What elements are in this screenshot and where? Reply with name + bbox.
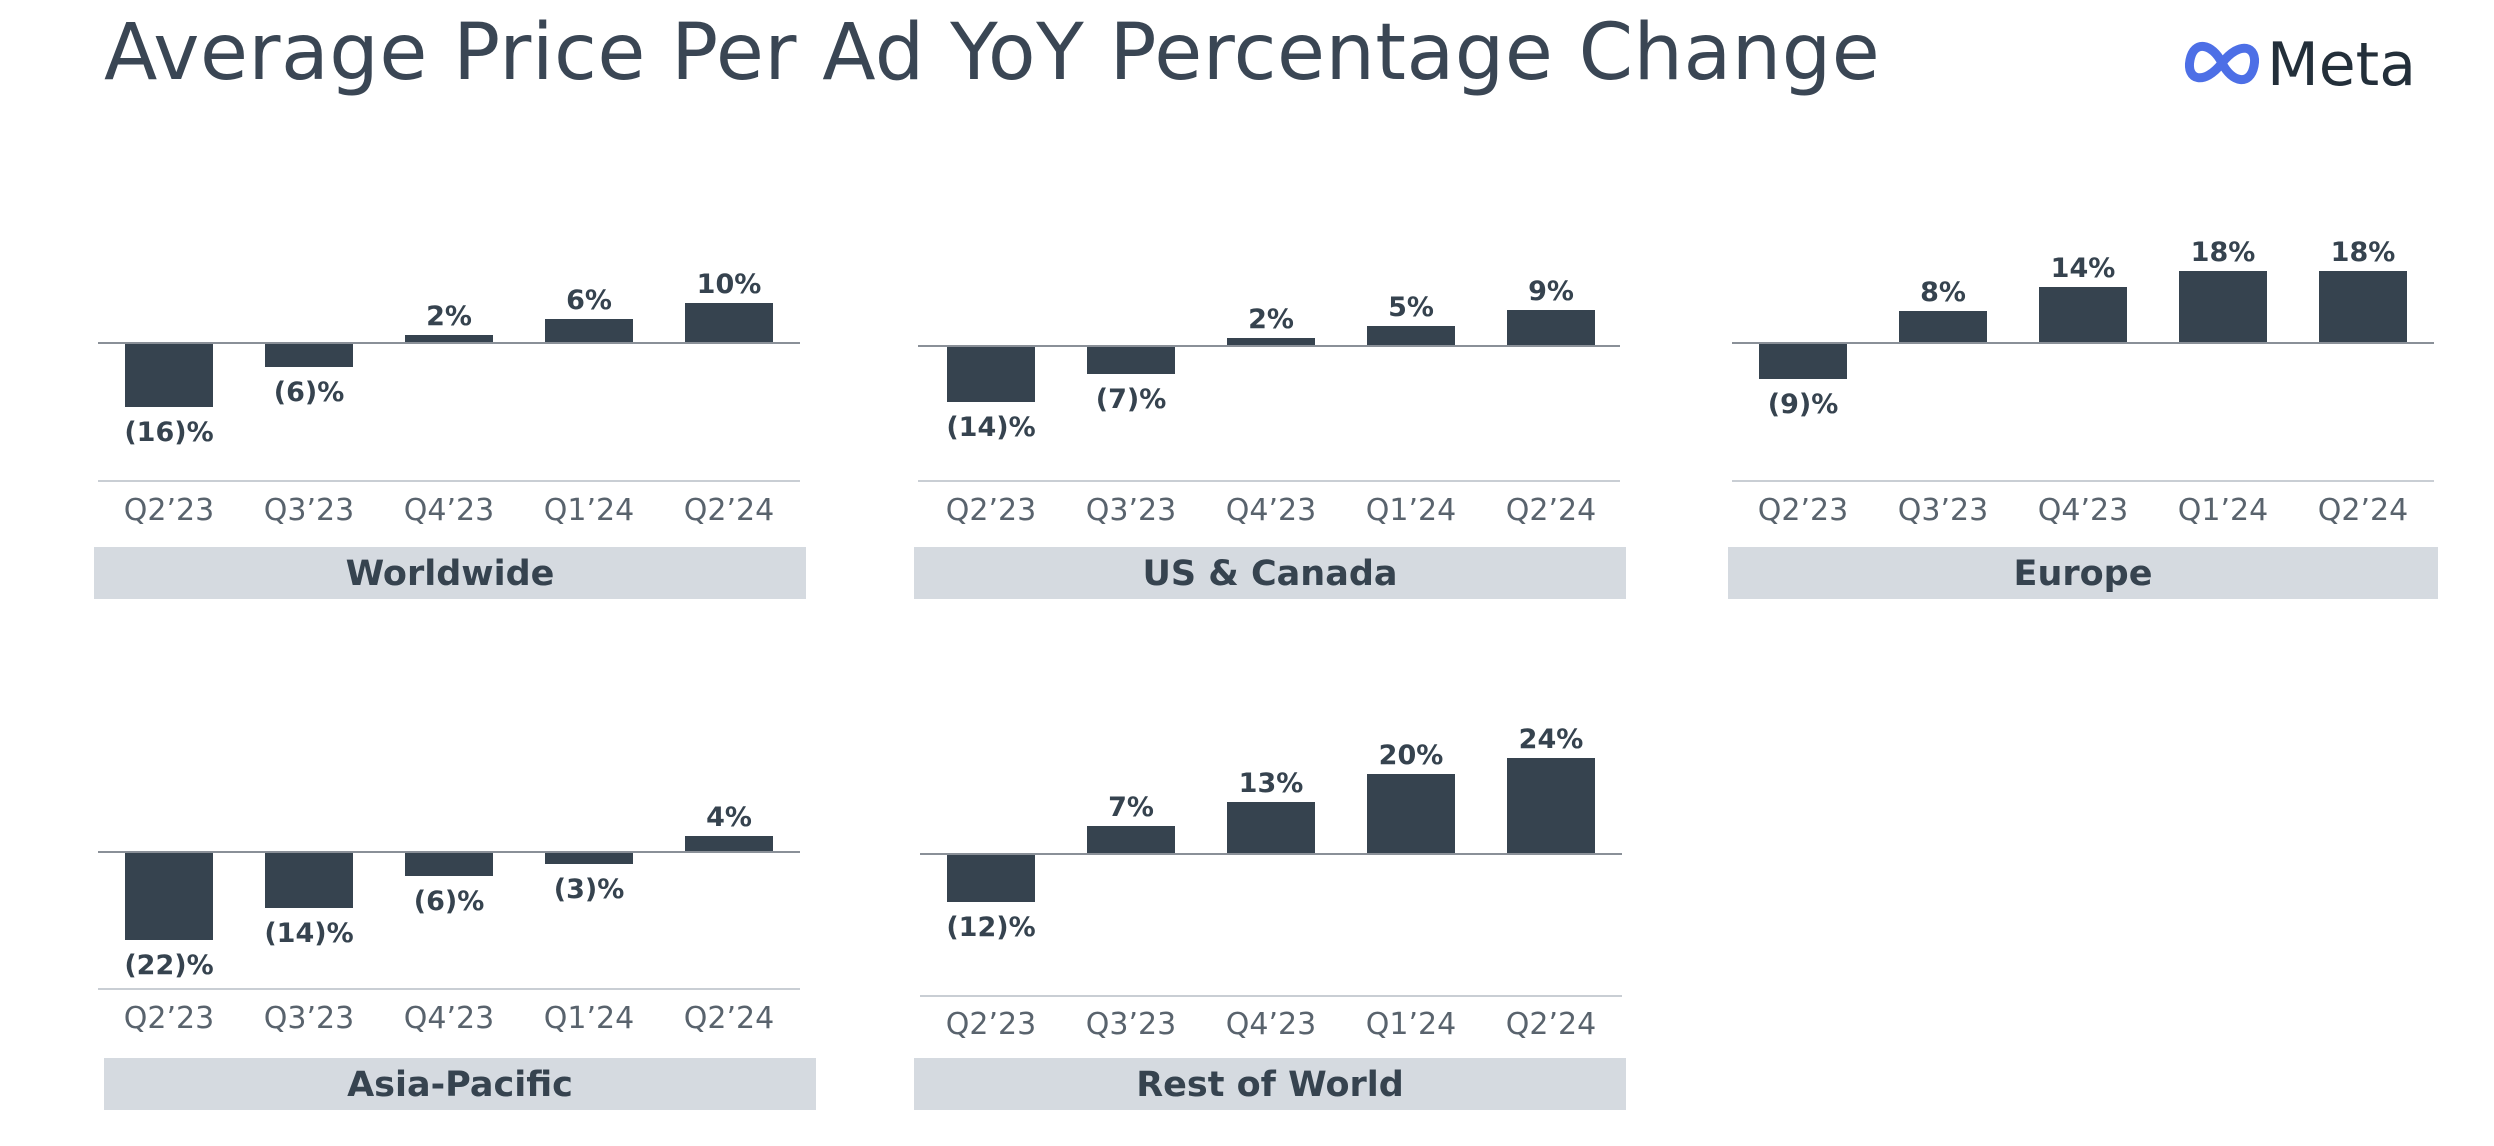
tick-label: Q3’23 bbox=[264, 1001, 354, 1036]
bar-q3-23 bbox=[1087, 346, 1175, 374]
meta-infinity-icon bbox=[2184, 42, 2260, 84]
bar-q4-23 bbox=[405, 335, 493, 343]
tick-label: Q2’23 bbox=[124, 1001, 214, 1036]
tick-label: Q2’23 bbox=[946, 1007, 1036, 1042]
panel-label-band bbox=[94, 547, 806, 599]
bar-q2-23 bbox=[125, 343, 213, 407]
bar-q2-24 bbox=[685, 303, 773, 343]
tick-label: Q2’24 bbox=[684, 1001, 774, 1036]
panel-title: Worldwide bbox=[346, 554, 555, 594]
data-label: 8% bbox=[1920, 277, 1966, 308]
bar-q4-23 bbox=[2039, 287, 2127, 343]
tick-label: Q4’23 bbox=[404, 493, 494, 528]
chart-panel-europe: (9)% 8% 14% 18% 18% Q2’23 Q3’23 Q4’23 Q1’24 Q2’24… bbox=[1728, 237, 2438, 599]
panel-title: Asia-Pacific bbox=[347, 1065, 573, 1105]
data-label: 20% bbox=[1379, 740, 1444, 771]
bar-q2-24 bbox=[2319, 271, 2407, 343]
data-label: 4% bbox=[706, 802, 752, 833]
data-label: (16)% bbox=[124, 417, 213, 448]
panel-label-band bbox=[914, 547, 1626, 599]
bar-q4-23 bbox=[405, 852, 493, 876]
data-label: 18% bbox=[2331, 237, 2396, 268]
tick-label: Q4’23 bbox=[1226, 493, 1316, 528]
data-label: (22)% bbox=[124, 950, 213, 981]
data-label: 9% bbox=[1528, 276, 1574, 307]
panel-title: Europe bbox=[2014, 554, 2153, 594]
chart-panel-us-canada: (14)% (7)% 2% 5% 9% Q2’23 Q3’23 Q4’23 Q1’24 Q2’24… bbox=[914, 276, 1626, 599]
bar-q1-24 bbox=[545, 852, 633, 864]
tick-label: Q3’23 bbox=[1898, 493, 1988, 528]
bar-q3-23 bbox=[1087, 826, 1175, 854]
tick-label: Q1’24 bbox=[1366, 1007, 1456, 1042]
meta-wordmark: Meta bbox=[2267, 30, 2416, 100]
tick-label: Q1’24 bbox=[544, 1001, 634, 1036]
bar-q4-23 bbox=[1227, 802, 1315, 854]
tick-label: Q4’23 bbox=[2038, 493, 2128, 528]
tick-label: Q1’24 bbox=[1366, 493, 1456, 528]
data-label: 6% bbox=[566, 285, 612, 316]
bar-q2-24 bbox=[685, 836, 773, 852]
data-label: (9)% bbox=[1768, 389, 1839, 420]
chart-panel-worldwide: (16)% (6)% 2% 6% 10% Q2’23 Q3’23 Q4’23 Q1’24 Q2’2… bbox=[94, 269, 806, 599]
bar-q4-23 bbox=[1227, 338, 1315, 346]
data-label: 13% bbox=[1239, 768, 1304, 799]
meta-logo: Meta bbox=[2182, 28, 2422, 100]
tick-label: Q3’23 bbox=[264, 493, 354, 528]
bar-q3-23 bbox=[265, 852, 353, 908]
bar-q2-24 bbox=[1507, 310, 1595, 346]
bar-q2-23 bbox=[1759, 343, 1847, 379]
tick-label: Q2’24 bbox=[2318, 493, 2408, 528]
bar-q1-24 bbox=[1367, 326, 1455, 346]
data-label: 5% bbox=[1388, 292, 1434, 323]
panel-label-band bbox=[914, 1058, 1626, 1110]
bar-q2-24 bbox=[1507, 758, 1595, 854]
data-label: (6)% bbox=[414, 886, 485, 917]
chart-panel-rest-of-world: (12)% 7% 13% 20% 24% Q2’23 Q3’23 Q4’23 Q1’24 Q2’2… bbox=[914, 724, 1626, 1110]
panel-title: US & Canada bbox=[1142, 554, 1397, 594]
data-label: 2% bbox=[426, 301, 472, 332]
tick-label: Q2’24 bbox=[1506, 493, 1596, 528]
bar-q3-23 bbox=[265, 343, 353, 367]
panel-title: Rest of World bbox=[1136, 1065, 1404, 1105]
bar-q1-24 bbox=[545, 319, 633, 343]
data-label: 7% bbox=[1108, 792, 1154, 823]
bar-q1-24 bbox=[1367, 774, 1455, 854]
data-label: 2% bbox=[1248, 304, 1294, 335]
chart-panel-asia-pacific: (22)% (14)% (6)% (3)% 4% Q2’23 Q3’23 Q4’23 Q1’24… bbox=[98, 802, 816, 1110]
tick-label: Q4’23 bbox=[404, 1001, 494, 1036]
data-label: 10% bbox=[697, 269, 762, 300]
tick-label: Q1’24 bbox=[544, 493, 634, 528]
bar-q2-23 bbox=[125, 852, 213, 940]
tick-label: Q3’23 bbox=[1086, 493, 1176, 528]
bar-q2-23 bbox=[947, 346, 1035, 402]
tick-label: Q2’23 bbox=[124, 493, 214, 528]
data-label: 18% bbox=[2191, 237, 2256, 268]
data-label: (7)% bbox=[1096, 384, 1167, 415]
bar-q2-23 bbox=[947, 854, 1035, 902]
tick-label: Q2’24 bbox=[684, 493, 774, 528]
bar-q1-24 bbox=[2179, 271, 2267, 343]
tick-label: Q2’24 bbox=[1506, 1007, 1596, 1042]
data-label: (6)% bbox=[274, 377, 345, 408]
data-label: (12)% bbox=[946, 912, 1035, 943]
bar-q3-23 bbox=[1899, 311, 1987, 343]
data-label: 24% bbox=[1519, 724, 1584, 755]
panel-label-band bbox=[1728, 547, 2438, 599]
tick-label: Q3’23 bbox=[1086, 1007, 1176, 1042]
data-label: (3)% bbox=[554, 874, 625, 905]
tick-label: Q4’23 bbox=[1226, 1007, 1316, 1042]
panel-label-band bbox=[104, 1058, 816, 1110]
tick-label: Q2’23 bbox=[946, 493, 1036, 528]
data-label: (14)% bbox=[264, 918, 353, 949]
page-title: Average Price Per Ad YoY Percentage Chan… bbox=[104, 8, 1881, 98]
tick-label: Q2’23 bbox=[1758, 493, 1848, 528]
data-label: (14)% bbox=[946, 412, 1035, 443]
data-label: 14% bbox=[2051, 253, 2116, 284]
tick-label: Q1’24 bbox=[2178, 493, 2268, 528]
